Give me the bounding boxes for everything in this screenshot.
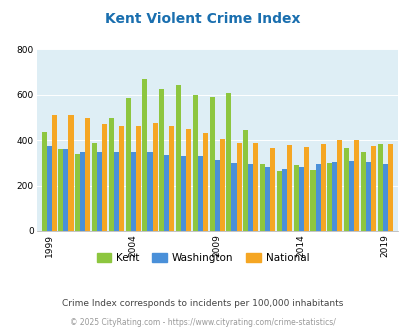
Bar [214, 159, 219, 231]
Bar [185, 129, 191, 231]
Bar [97, 151, 102, 231]
Bar [269, 148, 275, 231]
Bar [63, 149, 68, 231]
Bar [109, 117, 113, 231]
Bar [152, 123, 157, 231]
Bar [303, 147, 308, 231]
Text: Crime Index corresponds to incidents per 100,000 inhabitants: Crime Index corresponds to incidents per… [62, 299, 343, 308]
Bar [264, 167, 269, 231]
Bar [130, 151, 135, 231]
Bar [243, 130, 248, 231]
Bar [382, 164, 387, 231]
Bar [231, 163, 236, 231]
Bar [41, 132, 47, 231]
Bar [169, 125, 174, 231]
Bar [260, 164, 264, 231]
Bar [315, 164, 320, 231]
Bar [387, 144, 392, 231]
Bar [197, 156, 202, 231]
Bar [337, 140, 341, 231]
Bar [298, 167, 303, 231]
Bar [85, 117, 90, 231]
Bar [377, 144, 382, 231]
Bar [92, 143, 97, 231]
Bar [286, 145, 291, 231]
Bar [164, 155, 169, 231]
Bar [353, 140, 358, 231]
Bar [68, 115, 73, 231]
Bar [236, 143, 241, 231]
Bar [276, 171, 281, 231]
Text: © 2025 CityRating.com - https://www.cityrating.com/crime-statistics/: © 2025 CityRating.com - https://www.city… [70, 318, 335, 327]
Bar [370, 146, 375, 231]
Bar [125, 98, 130, 231]
Bar [326, 163, 332, 231]
Bar [75, 154, 80, 231]
Legend: Kent, Washington, National: Kent, Washington, National [92, 249, 313, 267]
Bar [142, 79, 147, 231]
Bar [102, 124, 107, 231]
Bar [248, 164, 253, 231]
Bar [135, 125, 141, 231]
Bar [47, 146, 51, 231]
Bar [159, 89, 164, 231]
Bar [281, 169, 286, 231]
Bar [202, 133, 207, 231]
Bar [343, 148, 348, 231]
Bar [293, 165, 298, 231]
Bar [332, 162, 337, 231]
Bar [58, 149, 63, 231]
Bar [51, 115, 57, 231]
Bar [147, 151, 152, 231]
Bar [219, 139, 224, 231]
Bar [360, 151, 365, 231]
Bar [119, 125, 124, 231]
Bar [176, 85, 181, 231]
Bar [226, 93, 231, 231]
Bar [253, 143, 258, 231]
Bar [80, 151, 85, 231]
Bar [365, 162, 370, 231]
Bar [181, 156, 185, 231]
Bar [113, 151, 119, 231]
Bar [310, 170, 315, 231]
Text: Kent Violent Crime Index: Kent Violent Crime Index [105, 12, 300, 25]
Bar [192, 95, 197, 231]
Bar [320, 144, 325, 231]
Bar [348, 161, 353, 231]
Bar [209, 97, 214, 231]
